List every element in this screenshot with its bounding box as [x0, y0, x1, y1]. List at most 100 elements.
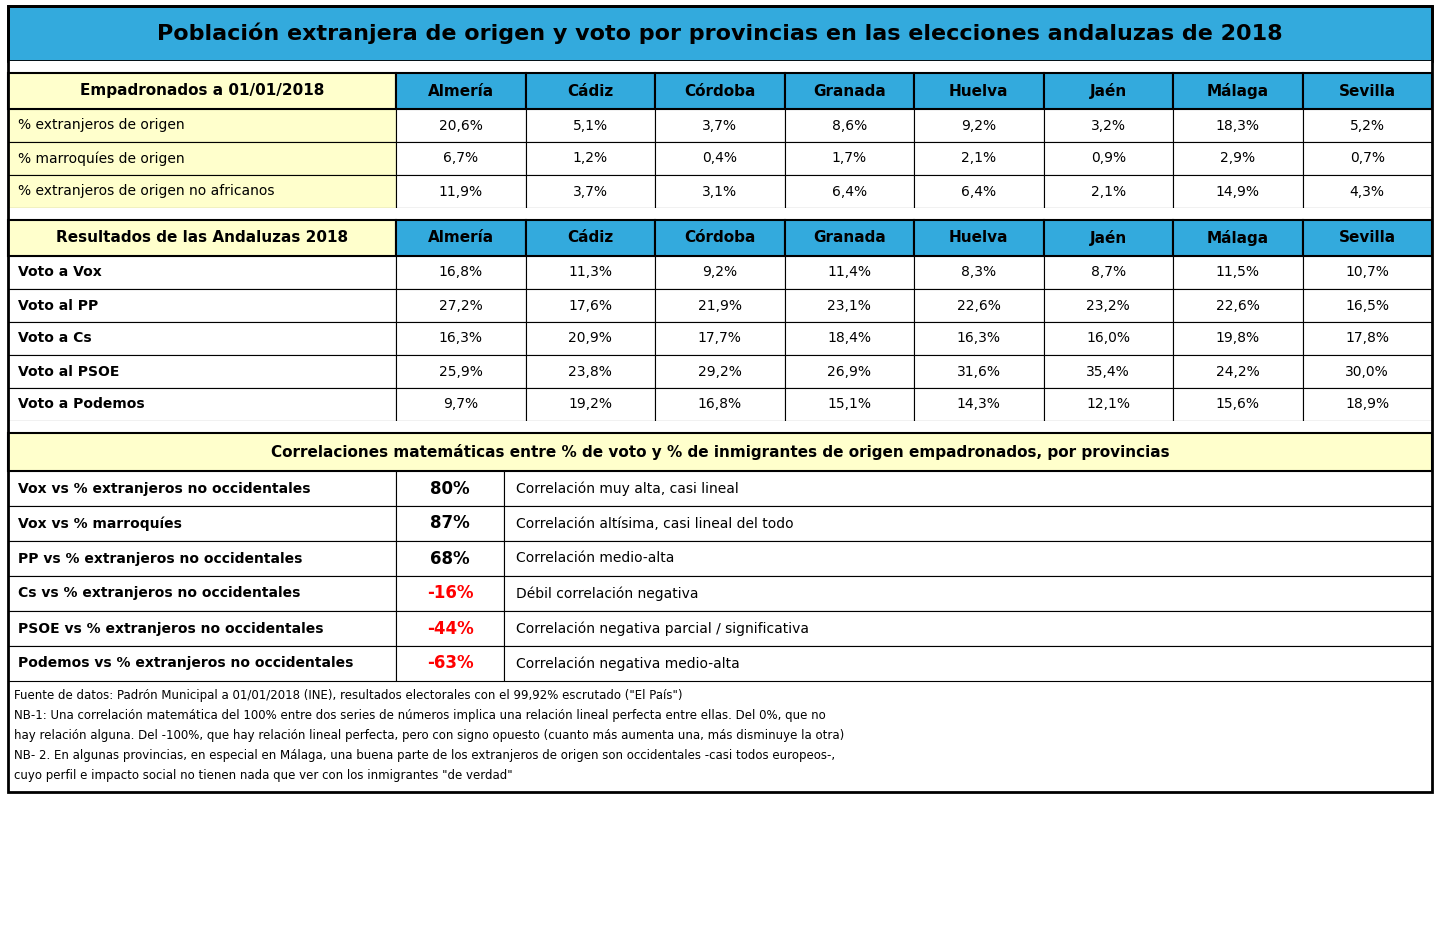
Text: 3,7%: 3,7% — [573, 184, 608, 198]
Text: PSOE vs % extranjeros no occidentales: PSOE vs % extranjeros no occidentales — [17, 622, 324, 636]
Bar — [655, 109, 785, 142]
Text: 9,7%: 9,7% — [444, 397, 478, 411]
Text: 68%: 68% — [431, 549, 469, 567]
Text: 17,6%: 17,6% — [569, 299, 612, 313]
Bar — [1174, 109, 1303, 142]
Text: 20,6%: 20,6% — [439, 118, 482, 132]
Bar — [396, 175, 526, 208]
Text: 23,2%: 23,2% — [1086, 299, 1130, 313]
Text: Huelva: Huelva — [949, 230, 1008, 245]
Text: Málaga: Málaga — [1207, 230, 1269, 246]
Text: 11,4%: 11,4% — [827, 266, 871, 280]
Bar — [655, 388, 785, 421]
Bar — [9, 388, 396, 421]
Bar — [526, 388, 655, 421]
Text: 24,2%: 24,2% — [1215, 364, 1260, 378]
Bar — [914, 109, 1044, 142]
Text: Cs vs % extranjeros no occidentales: Cs vs % extranjeros no occidentales — [17, 587, 301, 601]
Text: 16,0%: 16,0% — [1086, 331, 1130, 346]
Text: % marroquíes de origen: % marroquíes de origen — [17, 151, 184, 166]
Bar — [9, 208, 1431, 220]
Bar — [504, 506, 1431, 541]
Bar — [785, 322, 914, 355]
Bar — [655, 355, 785, 388]
Text: 14,9%: 14,9% — [1215, 184, 1260, 198]
Text: 2,1%: 2,1% — [960, 151, 996, 165]
Bar — [9, 256, 396, 289]
Bar — [785, 355, 914, 388]
Text: 80%: 80% — [431, 480, 469, 498]
Bar — [914, 388, 1044, 421]
Text: 87%: 87% — [431, 515, 469, 532]
Bar — [655, 142, 785, 175]
Bar — [9, 220, 396, 256]
Bar — [396, 256, 526, 289]
Bar — [655, 322, 785, 355]
Bar — [396, 576, 504, 611]
Bar — [396, 109, 526, 142]
Text: Voto a Podemos: Voto a Podemos — [17, 397, 144, 411]
Text: -16%: -16% — [426, 584, 474, 603]
Bar — [9, 175, 396, 208]
Text: 11,9%: 11,9% — [439, 184, 482, 198]
Text: 9,2%: 9,2% — [960, 118, 996, 132]
Text: Córdoba: Córdoba — [684, 230, 756, 245]
Text: Correlaciones matemáticas entre % de voto y % de inmigrantes de origen empadrona: Correlaciones matemáticas entre % de vot… — [271, 444, 1169, 460]
Text: 21,9%: 21,9% — [698, 299, 742, 313]
Text: 17,8%: 17,8% — [1345, 331, 1390, 346]
Text: Voto a Cs: Voto a Cs — [17, 331, 92, 346]
Bar — [1303, 142, 1431, 175]
Bar — [1303, 355, 1431, 388]
Bar — [1174, 256, 1303, 289]
Bar — [396, 646, 504, 681]
Text: 8,7%: 8,7% — [1090, 266, 1126, 280]
Text: 1,7%: 1,7% — [832, 151, 867, 165]
Text: Correlación negativa parcial / significativa: Correlación negativa parcial / significa… — [516, 622, 809, 636]
Bar — [396, 322, 526, 355]
Text: Jaén: Jaén — [1090, 83, 1128, 99]
Bar — [1044, 109, 1174, 142]
Bar — [1044, 73, 1174, 109]
Text: 30,0%: 30,0% — [1345, 364, 1390, 378]
Bar — [9, 646, 396, 681]
Text: 18,9%: 18,9% — [1345, 397, 1390, 411]
Text: Jaén: Jaén — [1090, 230, 1128, 246]
Bar — [396, 506, 504, 541]
Bar — [1174, 73, 1303, 109]
Text: 26,9%: 26,9% — [827, 364, 871, 378]
Text: 1,2%: 1,2% — [573, 151, 608, 165]
Text: 31,6%: 31,6% — [956, 364, 1001, 378]
Bar — [1044, 289, 1174, 322]
Text: -63%: -63% — [426, 654, 474, 672]
Text: 19,2%: 19,2% — [569, 397, 612, 411]
Text: Granada: Granada — [812, 230, 886, 245]
Bar — [914, 175, 1044, 208]
Bar — [526, 73, 655, 109]
Text: Voto al PSOE: Voto al PSOE — [17, 364, 120, 378]
Text: 22,6%: 22,6% — [956, 299, 1001, 313]
Bar — [9, 433, 1431, 471]
Bar — [655, 289, 785, 322]
Bar — [1044, 355, 1174, 388]
Bar — [526, 220, 655, 256]
Bar — [9, 471, 396, 506]
Bar — [9, 61, 1431, 73]
Text: 2,1%: 2,1% — [1090, 184, 1126, 198]
Bar — [1174, 322, 1303, 355]
Bar — [1303, 109, 1431, 142]
Text: 5,1%: 5,1% — [573, 118, 608, 132]
Bar — [504, 611, 1431, 646]
Bar — [9, 73, 396, 109]
Text: 22,6%: 22,6% — [1215, 299, 1260, 313]
Bar — [1174, 142, 1303, 175]
Text: 12,1%: 12,1% — [1086, 397, 1130, 411]
Text: 3,2%: 3,2% — [1090, 118, 1126, 132]
Bar — [526, 142, 655, 175]
Text: 11,5%: 11,5% — [1215, 266, 1260, 280]
Bar — [396, 289, 526, 322]
Bar — [1174, 355, 1303, 388]
Text: 16,3%: 16,3% — [439, 331, 482, 346]
Text: 6,7%: 6,7% — [444, 151, 478, 165]
Text: Correlación negativa medio-alta: Correlación negativa medio-alta — [516, 656, 740, 670]
Bar — [396, 388, 526, 421]
